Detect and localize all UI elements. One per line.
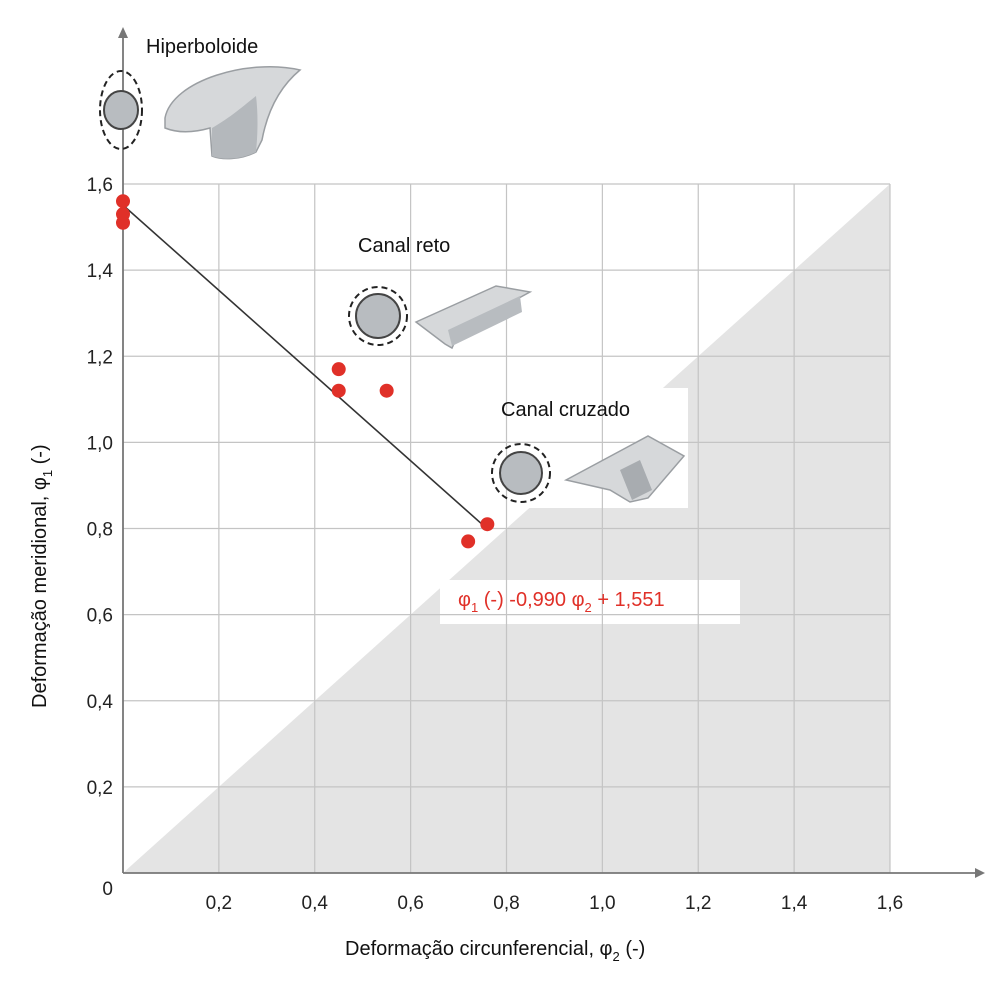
canal-reto-channel-icon (448, 296, 522, 346)
axes (118, 27, 985, 878)
x-tick-label: 0,6 (397, 893, 423, 914)
y-tick-label: 1,6 (87, 175, 113, 196)
fit-line (122, 204, 488, 530)
canal-reto-label: Canal reto (358, 235, 450, 257)
x-tick-label: 1,2 (685, 893, 711, 914)
y-tick-label: 0,8 (87, 520, 113, 541)
x-tick-label: 1,0 (589, 893, 615, 914)
y-tick-label: 1,2 (87, 347, 113, 368)
hiperboloide-circle-icon (103, 90, 139, 130)
x-axis-arrow-icon (975, 868, 985, 878)
hiperboloide-illustration: Hiperboloide (99, 36, 302, 160)
canal-cruzado-illustration: Canal cruzado (491, 399, 686, 503)
data-point (461, 534, 476, 549)
data-point (331, 383, 346, 398)
canal-reto-dashed-circle-icon (348, 286, 408, 346)
y-tick-label: 1,4 (87, 261, 114, 282)
y-tick-label: 0,4 (87, 692, 114, 713)
y-axis-title: Deformação meridional, φ1 (-) (29, 444, 55, 708)
canal-reto-illustration: Canal reto (348, 235, 533, 350)
data-point (116, 215, 130, 230)
hiperboloide-throat-icon (212, 96, 258, 159)
tick-labels: 0,2 0,4 0,6 0,8 1,0 1,2 1,4 1,6 0,2 0,4 0,6 0,8 1,0 1… (87, 175, 904, 914)
canal-cruzado-label: Canal cruzado (501, 399, 630, 421)
data-points (116, 194, 495, 549)
canal-cruzado-circle-icon (499, 451, 543, 495)
x-tick-label: 0,4 (302, 893, 329, 914)
y-tick-label: 0,2 (87, 778, 113, 799)
hiperboloide-label: Hiperboloide (146, 36, 258, 58)
canal-cruzado-channel-icon (620, 460, 652, 500)
x-tick-label: 0,2 (206, 893, 232, 914)
hiperboloide-dashed-circle-icon (99, 70, 143, 150)
x-tick-label: 1,6 (877, 893, 903, 914)
origin-label: 0 (102, 879, 113, 900)
canal-cruzado-dashed-circle-icon (491, 443, 551, 503)
data-point (331, 362, 346, 377)
data-point (480, 517, 495, 532)
y-axis-arrow-icon (118, 27, 128, 38)
data-point (379, 383, 394, 398)
x-tick-label: 0,8 (493, 893, 519, 914)
canal-reto-circle-icon (355, 293, 401, 339)
x-tick-label: 1,4 (781, 893, 808, 914)
label-backdrop-equation (440, 580, 740, 624)
hiperboloide-part-icon (164, 66, 302, 160)
y-tick-label: 1,0 (87, 433, 113, 454)
y-tick-label: 0,6 (87, 606, 113, 627)
fit-equation: φ1 (-) -0,990 φ2 + 1,551 (458, 589, 665, 615)
x-axis-title: Deformação circunferencial, φ2 (-) (345, 938, 645, 964)
data-point (116, 194, 130, 209)
grid (123, 183, 891, 873)
